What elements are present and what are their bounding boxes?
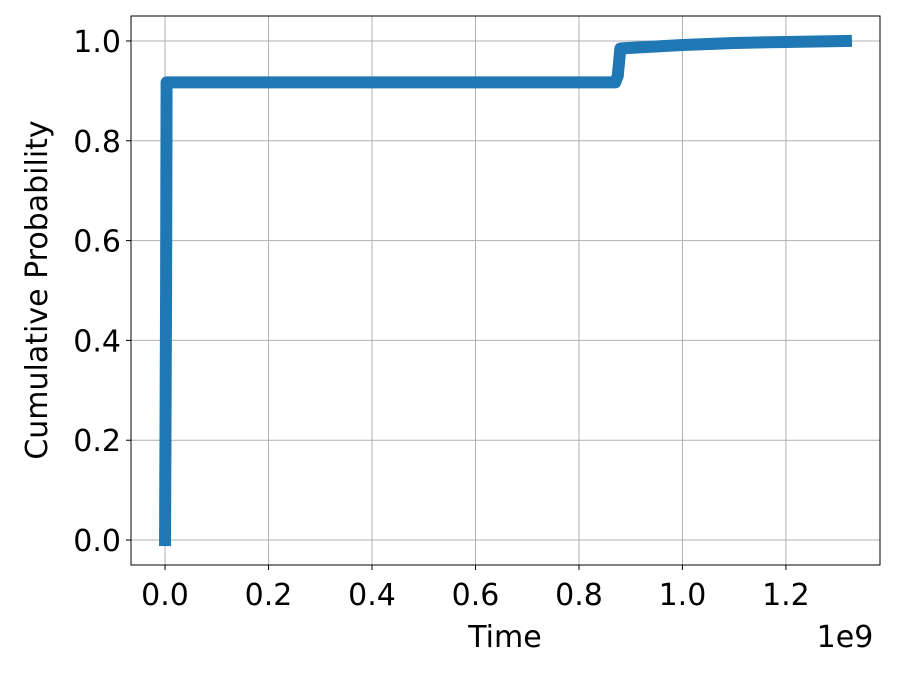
x-tick-label: 0.6 — [452, 578, 500, 613]
y-axis-label: Cumulative Probability — [20, 120, 55, 459]
x-offset-label: 1e9 — [817, 620, 874, 655]
y-tick-label: 1.0 — [73, 25, 121, 60]
x-tick-label: 0.4 — [348, 578, 396, 613]
x-tick-label: 0.8 — [555, 578, 603, 613]
x-tick-label: 0.0 — [141, 578, 189, 613]
x-tick-label: 0.2 — [245, 578, 293, 613]
y-tick-label: 0.0 — [73, 524, 121, 559]
y-tick-label: 0.6 — [73, 225, 121, 260]
cdf-line — [159, 34, 853, 547]
y-tick-label: 0.2 — [73, 424, 121, 459]
x-axis-label: Time — [467, 620, 541, 655]
y-tick-label: 0.8 — [73, 125, 121, 160]
plot-frame — [130, 15, 881, 566]
y-tick-label: 0.4 — [73, 324, 121, 359]
x-tick-label: 1.0 — [659, 578, 707, 613]
x-tick-label: 1.2 — [762, 578, 810, 613]
